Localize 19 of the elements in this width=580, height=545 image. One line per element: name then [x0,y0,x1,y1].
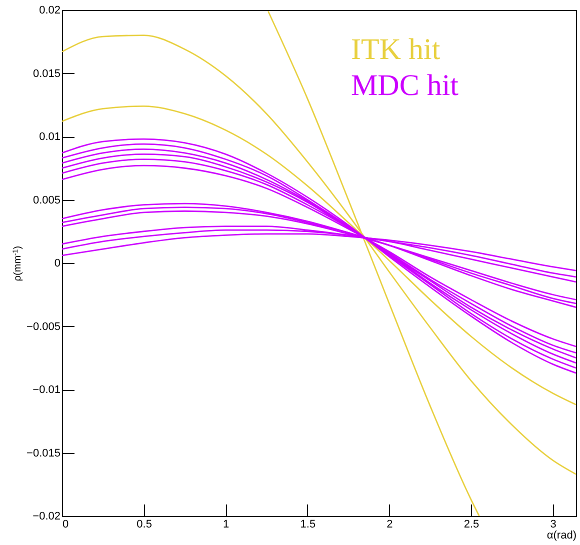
x-tick-label: 2 [386,518,393,530]
x-axis-title: α(rad) [546,530,576,542]
y-tick-label: −0.005 [26,320,60,333]
y-tick-label: 0.01 [39,131,60,143]
y-tick-label: 0.005 [32,194,60,206]
text: ITK hit [351,33,441,66]
y-tick-label: −0.015 [26,447,60,460]
y-tick-label: 0.015 [32,68,60,80]
y-tick-label: 0 [54,258,60,270]
y-tick-label: 0.02 [39,4,60,16]
y-tick-label: −0.01 [32,384,60,396]
x-tick-label: 1.5 [300,518,316,530]
x-tick-label: 1 [223,518,230,530]
x-tick-label: 3 [550,518,556,530]
x-tick-label: 0 [62,518,69,530]
x-tick-label: 2.5 [464,518,480,530]
y-tick-label: −0.02 [32,510,60,522]
text: MDC hit [351,69,460,102]
x-tick-label: 0.5 [136,518,152,530]
